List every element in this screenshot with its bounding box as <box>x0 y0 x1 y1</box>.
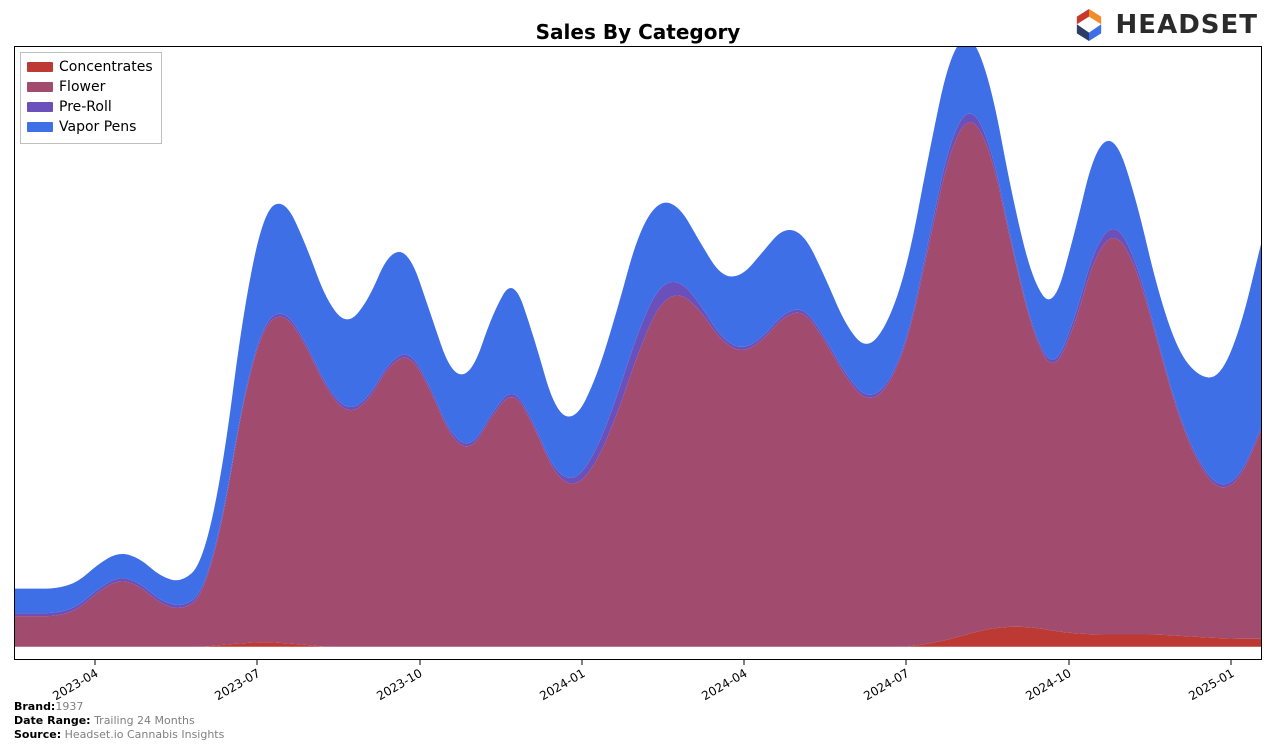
legend: ConcentratesFlowerPre-RollVapor Pens <box>20 52 162 144</box>
legend-label: Pre-Roll <box>59 97 112 117</box>
footer-brand: Brand:1937 <box>14 700 224 714</box>
legend-swatch <box>27 122 53 132</box>
brand-logo-text: HEADSET <box>1116 10 1258 40</box>
legend-swatch <box>27 82 53 92</box>
legend-swatch <box>27 62 53 72</box>
x-tick: 2024-07 <box>906 660 907 665</box>
headset-logo-icon <box>1070 6 1108 44</box>
legend-item: Vapor Pens <box>27 117 153 137</box>
plot-area <box>14 46 1262 660</box>
legend-label: Concentrates <box>59 57 153 77</box>
legend-item: Pre-Roll <box>27 97 153 117</box>
footer-date-range: Date Range: Trailing 24 Months <box>14 714 224 728</box>
chart-container: Sales By Category HEADSET ConcentratesFl… <box>0 0 1276 748</box>
brand-logo: HEADSET <box>1070 6 1258 44</box>
legend-swatch <box>27 102 53 112</box>
legend-label: Flower <box>59 77 105 97</box>
x-tick: 2023-04 <box>95 660 96 665</box>
x-tick: 2024-04 <box>744 660 745 665</box>
x-tick: 2023-07 <box>257 660 258 665</box>
legend-item: Concentrates <box>27 57 153 77</box>
x-tick: 2025-01 <box>1230 660 1231 665</box>
chart-footer: Brand:1937 Date Range: Trailing 24 Month… <box>14 700 224 742</box>
area-chart-svg <box>15 47 1261 659</box>
x-tick: 2024-10 <box>1068 660 1069 665</box>
x-tick: 2024-01 <box>581 660 582 665</box>
legend-label: Vapor Pens <box>59 117 136 137</box>
footer-source: Source: Headset.io Cannabis Insights <box>14 728 224 742</box>
x-tick: 2023-10 <box>419 660 420 665</box>
legend-item: Flower <box>27 77 153 97</box>
